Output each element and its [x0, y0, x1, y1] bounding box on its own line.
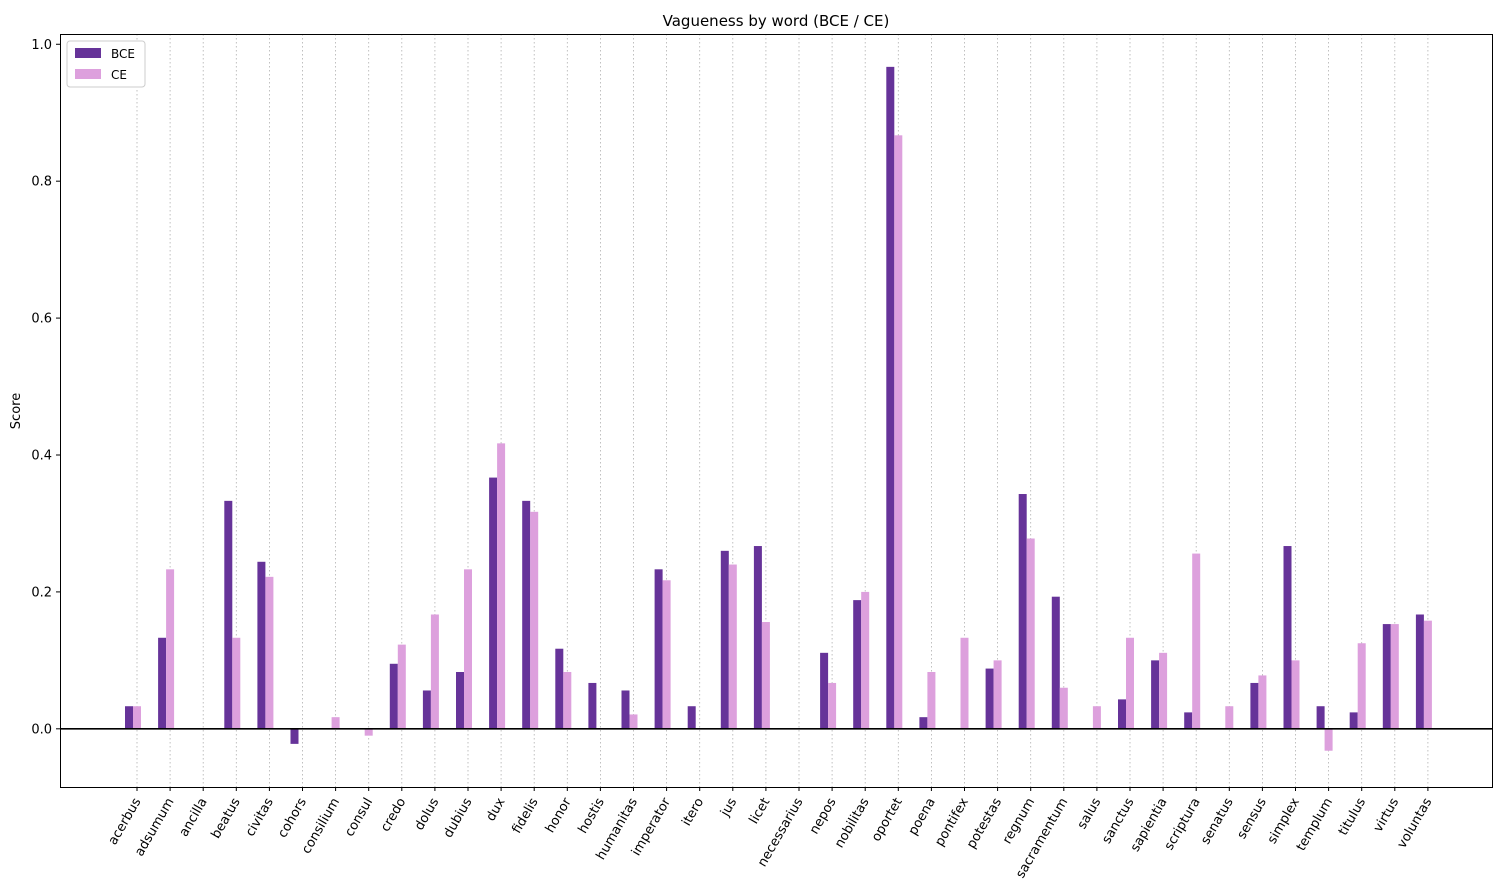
y-tick-label: 0.8 [31, 175, 52, 190]
bar-ce-scriptura [1192, 553, 1201, 729]
bar-bce-civitas [257, 561, 266, 729]
y-axis-ticks: 0.0 0.2 0.4 0.6 0.8 1.0 [31, 38, 60, 737]
legend-swatch-ce [75, 69, 101, 79]
bar-ce-adsumum [166, 569, 175, 729]
legend-label-ce: CE [111, 68, 127, 82]
bar-bce-sensus [1250, 682, 1259, 729]
bar-ce-regnum [1026, 538, 1035, 729]
bar-bce-licet [753, 546, 762, 729]
bar-bce-voluntas [1415, 614, 1424, 729]
bar-ce-dolus [430, 614, 439, 729]
bar-ce-virtus [1390, 624, 1399, 729]
bar-ce-imperator [662, 580, 671, 729]
bar-bce-dux [489, 477, 498, 729]
bar-ce-templum [1324, 728, 1333, 751]
bar-bce-acerbus [125, 706, 133, 729]
bar-bce-sapientia [1151, 660, 1160, 729]
bar-bce-dubius [456, 671, 464, 729]
bar-ce-pontifex [960, 637, 969, 729]
bar-bce-dolus [422, 690, 431, 729]
bar-bce-oportet [886, 66, 895, 729]
bar-bce-poena [919, 717, 928, 729]
bar-bce-adsumum [158, 637, 167, 729]
bar-ce-consul [364, 728, 373, 736]
bar-ce-sensus [1258, 675, 1267, 729]
bar-ce-acerbus [133, 706, 141, 729]
bar-bce-imperator [654, 569, 663, 729]
bars [125, 66, 1432, 751]
bar-bce-sacramentum [1051, 596, 1060, 729]
bar-ce-potestas [993, 660, 1002, 729]
bar-bce-credo [389, 663, 398, 729]
bar-bce-nobilitas [853, 600, 862, 729]
bar-ce-nepos [828, 682, 837, 729]
legend-label-bce: BCE [111, 47, 135, 61]
grid-lines [136, 34, 1429, 787]
y-tick-label: 0.6 [31, 312, 52, 327]
y-tick-label: 0.4 [31, 448, 52, 463]
bar-bce-jus [720, 550, 729, 729]
bar-bce-scriptura [1184, 712, 1193, 729]
bar-ce-licet [761, 622, 770, 729]
bar-bce-templum [1316, 706, 1325, 729]
bar-ce-beatus [232, 637, 241, 729]
legend-swatch-bce [75, 48, 101, 58]
bar-bce-titulus [1349, 712, 1358, 729]
bar-ce-jus [728, 564, 737, 729]
bar-bce-hostis [588, 682, 597, 729]
bar-ce-titulus [1357, 643, 1366, 729]
bar-bce-honor [555, 648, 564, 729]
bar-bce-itero [687, 706, 696, 729]
y-tick-label: 0.2 [31, 585, 52, 600]
y-tick-label: 0.0 [31, 722, 52, 737]
bar-ce-senatus [1225, 706, 1234, 729]
bar-ce-sapientia [1159, 652, 1168, 729]
bar-ce-sacramentum [1059, 687, 1068, 729]
bar-bce-fidelis [522, 500, 531, 729]
bar-ce-dux [497, 443, 506, 729]
bar-bce-simplex [1283, 546, 1292, 729]
bar-ce-humanitas [629, 714, 638, 729]
chart-title: Vagueness by word (BCE / CE) [663, 12, 890, 30]
bar-ce-oportet [894, 135, 903, 729]
bar-bce-beatus [224, 500, 233, 729]
plot-frame [60, 34, 1493, 788]
bar-bce-regnum [1018, 494, 1027, 729]
y-tick-label: 1.0 [31, 38, 52, 53]
bar-ce-honor [563, 671, 572, 729]
bar-ce-credo [397, 644, 406, 729]
bar-ce-salus [1092, 706, 1101, 729]
bar-ce-fidelis [530, 511, 539, 729]
bar-ce-poena [927, 671, 936, 729]
bar-ce-simplex [1291, 660, 1300, 729]
bar-bce-virtus [1382, 624, 1391, 729]
bar-ce-dubius [464, 569, 472, 729]
bar-ce-consilium [331, 717, 340, 729]
bar-bce-humanitas [621, 690, 630, 729]
bar-bce-sanctus [1118, 699, 1126, 729]
bar-bce-potestas [985, 668, 994, 729]
bar-ce-sanctus [1126, 637, 1134, 729]
bar-bce-cohors [290, 728, 299, 744]
bar-bce-nepos [820, 652, 829, 729]
bar-ce-civitas [265, 576, 274, 729]
bar-ce-voluntas [1423, 620, 1432, 729]
bar-ce-nobilitas [861, 591, 870, 729]
legend: BCE CE [66, 40, 146, 88]
y-axis-label: Score [9, 393, 24, 429]
